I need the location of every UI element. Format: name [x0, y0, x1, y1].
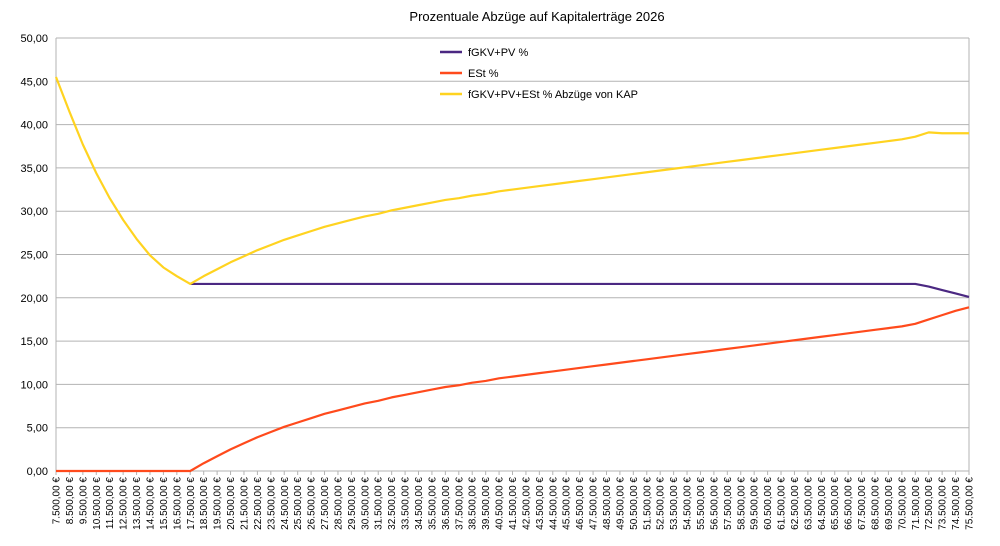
x-tick-label: 75.500,00 €: [965, 477, 976, 530]
x-tick-label: 46.500,00 €: [575, 477, 586, 530]
x-tick-label: 19.500,00 €: [213, 477, 224, 530]
x-tick-label: 38.500,00 €: [468, 477, 479, 530]
x-tick-label: 24.500,00 €: [280, 477, 291, 530]
x-tick-label: 40.500,00 €: [495, 477, 506, 530]
y-tick-label: 5,00: [27, 423, 48, 435]
x-tick-label: 72.500,00 €: [924, 477, 935, 530]
series-points-2: [55, 76, 970, 285]
y-tick-label: 45,00: [20, 76, 48, 88]
y-axis-ticks: 0,00 5,00 10,00 15,00 20,00 25,00 30,00 35,00 40…: [20, 33, 48, 478]
x-tick-label: 29.500,00 €: [347, 477, 358, 530]
x-tick-label: 39.500,00 €: [481, 477, 492, 530]
series-line-1: [56, 306, 970, 473]
y-tick-label: 10,00: [20, 379, 48, 391]
x-tick-label: 57.500,00 €: [723, 477, 734, 530]
x-tick-label: 23.500,00 €: [266, 477, 277, 530]
y-tick-label: 0,00: [27, 466, 48, 478]
y-tick-label: 35,00: [20, 163, 48, 175]
y-tick-label: 30,00: [20, 206, 48, 218]
x-tick-label: 16.500,00 €: [172, 477, 183, 530]
x-tick-label: 54.500,00 €: [683, 477, 694, 530]
x-tick-label: 20.500,00 €: [226, 477, 237, 530]
series-line-0: [190, 282, 970, 298]
legend-label-1: ESt %: [468, 68, 499, 80]
x-tick-label: 44.500,00 €: [548, 477, 559, 530]
x-tick-label: 32.500,00 €: [387, 477, 398, 530]
series-lines: [54, 76, 970, 473]
legend-label-2: fGKV+PV+ESt % Abzüge von KAP: [468, 89, 638, 101]
gridlines: [55, 37, 970, 472]
y-tick-label: 25,00: [20, 250, 48, 262]
x-tick-label: 50.500,00 €: [629, 477, 640, 530]
x-tick-label: 9.500,00 €: [78, 477, 89, 525]
x-tick-label: 21.500,00 €: [239, 477, 250, 530]
y-tick-label: 40,00: [20, 120, 48, 132]
x-tick-label: 15.500,00 €: [159, 477, 170, 530]
x-tick-label: 53.500,00 €: [669, 477, 680, 530]
x-tick-label: 45.500,00 €: [562, 477, 573, 530]
x-tick-label: 74.500,00 €: [951, 477, 962, 530]
x-tick-label: 17.500,00 €: [186, 477, 197, 530]
x-tick-label: 67.500,00 €: [857, 477, 868, 530]
x-tick-label: 65.500,00 €: [830, 477, 841, 530]
x-tick-label: 49.500,00 €: [615, 477, 626, 530]
legend-label-0: fGKV+PV %: [468, 47, 528, 59]
x-tick-label: 14.500,00 €: [145, 477, 156, 530]
x-tick-label: 66.500,00 €: [844, 477, 855, 530]
x-tick-label: 41.500,00 €: [508, 477, 519, 530]
x-tick-label: 64.500,00 €: [817, 477, 828, 530]
x-tick-label: 25.500,00 €: [293, 477, 304, 530]
series-line-2: [54, 76, 969, 286]
x-tick-label: 51.500,00 €: [642, 477, 653, 530]
series-points-1: [55, 307, 970, 472]
x-tick-label: 28.500,00 €: [333, 477, 344, 530]
x-tick-label: 34.500,00 €: [414, 477, 425, 530]
x-tick-label: 56.500,00 €: [709, 477, 720, 530]
x-tick-label: 11.500,00 €: [105, 477, 116, 530]
x-tick-label: 70.500,00 €: [897, 477, 908, 530]
y-tick-label: 50,00: [20, 33, 48, 45]
x-tick-label: 37.500,00 €: [454, 477, 465, 530]
x-tick-label: 30.500,00 €: [360, 477, 371, 530]
x-tick-label: 7.500,00 €: [52, 477, 63, 525]
x-tick-label: 52.500,00 €: [656, 477, 667, 530]
x-tick-label: 26.500,00 €: [307, 477, 318, 530]
x-tick-label: 47.500,00 €: [589, 477, 600, 530]
x-tick-label: 43.500,00 €: [535, 477, 546, 530]
x-tick-label: 31.500,00 €: [374, 477, 385, 530]
x-tick-label: 55.500,00 €: [696, 477, 707, 530]
x-tick-label: 60.500,00 €: [763, 477, 774, 530]
legend: fGKV+PV % ESt % fGKV+PV+ESt % Abzüge von K…: [440, 47, 638, 101]
x-tick-label: 63.500,00 €: [803, 477, 814, 530]
x-tick-label: 18.500,00 €: [199, 477, 210, 530]
x-tick-label: 10.500,00 €: [92, 477, 103, 530]
x-tick-label: 61.500,00 €: [777, 477, 788, 530]
series-points-0: [190, 283, 970, 298]
x-tick-label: 27.500,00 €: [320, 477, 331, 530]
x-tick-label: 12.500,00 €: [119, 477, 130, 530]
x-tick-label: 33.500,00 €: [401, 477, 412, 530]
x-tick-label: 58.500,00 €: [736, 477, 747, 530]
x-tick-label: 48.500,00 €: [602, 477, 613, 530]
x-tick-label: 73.500,00 €: [938, 477, 949, 530]
x-tick-label: 42.500,00 €: [521, 477, 532, 530]
x-tick-label: 13.500,00 €: [132, 477, 143, 530]
x-tick-label: 68.500,00 €: [871, 477, 882, 530]
y-tick-label: 20,00: [20, 293, 48, 305]
x-tick-label: 69.500,00 €: [884, 477, 895, 530]
x-tick-label: 36.500,00 €: [441, 477, 452, 530]
x-tick-label: 71.500,00 €: [911, 477, 922, 530]
x-tick-label: 59.500,00 €: [750, 477, 761, 530]
x-axis-ticks: 7.500,00 €8.500,00 €9.500,00 €10.500,00 …: [52, 471, 976, 530]
y-tick-label: 15,00: [20, 336, 48, 348]
chart-title: Prozentuale Abzüge auf Kapitalerträge 20…: [409, 9, 664, 24]
x-tick-label: 22.500,00 €: [253, 477, 264, 530]
x-tick-label: 8.500,00 €: [65, 477, 76, 525]
x-tick-label: 35.500,00 €: [427, 477, 438, 530]
x-tick-label: 62.500,00 €: [790, 477, 801, 530]
